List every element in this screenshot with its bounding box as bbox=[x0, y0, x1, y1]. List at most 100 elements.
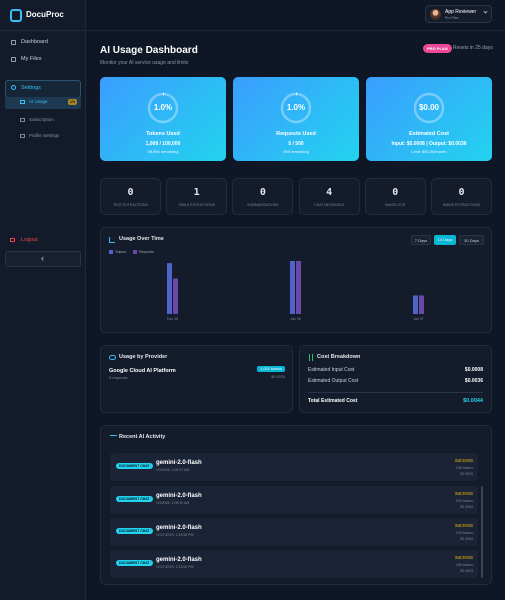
provider-requests: 5 requests bbox=[109, 375, 128, 380]
ring-label: 1.0% bbox=[287, 103, 305, 112]
range-button[interactable]: 14 Days bbox=[434, 235, 456, 245]
bar bbox=[419, 295, 424, 314]
x-tick-label: Jan 07 bbox=[413, 317, 424, 321]
sub-nav-item[interactable]: AI Usage bbox=[29, 99, 48, 104]
provider-title: Usage by Provider bbox=[119, 354, 168, 360]
stat-box: 1 TABLE EXTRACTIONS bbox=[166, 178, 228, 215]
stat-value: 4 bbox=[326, 187, 333, 198]
sub-icon bbox=[20, 118, 25, 122]
type-badge: DOCUMENT CHAT bbox=[116, 560, 153, 566]
collapse-button[interactable]: ‹ bbox=[5, 251, 81, 267]
bar bbox=[413, 295, 418, 314]
usage-card: 1.0% Requests Used 5 / 500 495 remaining bbox=[233, 77, 359, 161]
total-label: Total Estimated Cost bbox=[308, 398, 358, 404]
chart-title: Usage Over Time bbox=[119, 236, 164, 242]
settings-label[interactable]: Settings bbox=[21, 85, 41, 91]
scrollbar bbox=[481, 486, 483, 578]
activity-icon bbox=[107, 435, 118, 439]
nav-item[interactable]: Dashboard bbox=[21, 39, 48, 45]
cost-label: Estimated Input Cost bbox=[308, 367, 355, 373]
page-subtitle: Monitor your AI service usage and limits bbox=[100, 60, 189, 66]
card-note: Limit: $50.00/month bbox=[411, 149, 447, 154]
card-label: Requests Used bbox=[276, 131, 316, 137]
type-badge: DOCUMENT CHAT bbox=[116, 496, 153, 502]
chevron bbox=[483, 9, 488, 14]
logo-icon bbox=[10, 9, 22, 22]
time: 1/3/2026, 2:09:47 AM bbox=[156, 468, 190, 472]
legend-swatch bbox=[109, 250, 113, 254]
stat-label: TEXT EXTRACTIONS bbox=[113, 203, 148, 207]
stat-label: CHAT MESSAGES bbox=[314, 203, 344, 207]
stat-box: 0 SUMMARIZATIONS bbox=[232, 178, 294, 215]
nav-item[interactable]: My Files bbox=[21, 56, 42, 62]
ring-progress bbox=[280, 92, 312, 124]
sub-nav-item[interactable]: Profile Settings bbox=[29, 133, 60, 138]
card-detail: 5 / 500 bbox=[288, 141, 304, 147]
tokens: 229 tokens bbox=[455, 531, 473, 535]
range-button[interactable]: 7 Days bbox=[411, 235, 431, 245]
sub-icon bbox=[20, 134, 25, 138]
activity-row[interactable]: DOCUMENT CHAT gemini-2.0-flash 12/27/2025,… bbox=[110, 518, 478, 546]
provider-panel: Usage by Provider Google Cloud AI Platfor… bbox=[100, 345, 293, 413]
x-tick-label: Jan 06 bbox=[290, 317, 301, 321]
card-label: Tokens Used bbox=[146, 131, 180, 137]
type-badge: DOCUMENT CHAT bbox=[116, 528, 153, 534]
status: success bbox=[454, 555, 473, 561]
stat-value: 0 bbox=[392, 187, 399, 198]
stat-label: TABLE EXTRACTIONS bbox=[178, 203, 216, 207]
activity-row[interactable]: DOCUMENT CHAT gemini-2.0-flash 1/3/2026, 2… bbox=[110, 486, 478, 514]
settings-icon bbox=[11, 85, 16, 90]
card-note: 98,994 remaining bbox=[147, 149, 179, 154]
cost: $0.0004 bbox=[460, 537, 473, 541]
stat-box: 0 TEXT EXTRACTIONS bbox=[100, 178, 161, 215]
nav-icon bbox=[11, 40, 16, 45]
activity-row[interactable]: DOCUMENT CHAT gemini-2.0-flash 12/27/2025,… bbox=[110, 550, 478, 578]
total-value: $0.0044 bbox=[463, 398, 483, 404]
ring-label: 1.0% bbox=[154, 103, 172, 112]
model: gemini-2.0-flash bbox=[156, 557, 202, 563]
cost: $0.0003 bbox=[460, 472, 473, 476]
chart-icon bbox=[109, 237, 115, 243]
sub-nav-item[interactable]: Subscription bbox=[29, 117, 54, 122]
stat-label: IMAGE OCR bbox=[385, 203, 406, 207]
ring-label: $0.00 bbox=[419, 103, 440, 112]
user-chip[interactable]: App Reviewer Pro Plan bbox=[425, 5, 492, 23]
collapse-icon: ‹ bbox=[41, 253, 44, 263]
top-divider bbox=[86, 30, 505, 31]
cost-value: $0.0036 bbox=[464, 378, 483, 384]
bar bbox=[296, 261, 301, 314]
card-label: Estimated Cost bbox=[408, 131, 450, 137]
stat-box: 0 IMAGE EXTRACTIONS bbox=[431, 178, 492, 215]
usage-badge: 1% bbox=[68, 99, 78, 105]
graphic: 1.0% bbox=[147, 92, 179, 124]
legend-swatch bbox=[133, 250, 137, 254]
range-button[interactable]: 30 Days bbox=[459, 235, 484, 245]
chart-panel: Usage Over Time 7 Days 14 Days 30 Days Token… bbox=[100, 227, 492, 333]
stat-value: 0 bbox=[259, 187, 266, 198]
cost-panel: Cost Breakdown Estimated Input Cost $0.000… bbox=[299, 345, 492, 413]
cost-value: $0.0008 bbox=[464, 367, 483, 373]
stat-label: SUMMARIZATIONS bbox=[247, 203, 279, 207]
card-detail: 1,008 / 100,000 bbox=[145, 141, 181, 147]
ring-track bbox=[413, 92, 445, 124]
status: success bbox=[454, 523, 473, 529]
page-title: AI Usage Dashboard bbox=[100, 45, 198, 56]
model: gemini-2.0-flash bbox=[156, 460, 202, 466]
logout[interactable]: Logout bbox=[21, 237, 38, 243]
ring-progress bbox=[147, 92, 179, 124]
stat-label: IMAGE EXTRACTIONS bbox=[442, 203, 481, 207]
activity-panel: Recent AI Activity DOCUMENT CHAT gemini-2.… bbox=[100, 425, 492, 585]
x-tick-label: Dec 28 bbox=[167, 317, 178, 321]
legend-label: Requests bbox=[139, 250, 154, 254]
cost-icon-box bbox=[309, 354, 313, 361]
model: gemini-2.0-flash bbox=[156, 525, 202, 531]
sidebar: DocuProc Dashboard My Files Settings AI Usag… bbox=[0, 0, 86, 600]
status: success bbox=[454, 458, 473, 464]
activity-row[interactable]: DOCUMENT CHAT gemini-2.0-flash 1/3/2026, 2… bbox=[110, 453, 478, 481]
cost-divider bbox=[308, 392, 483, 393]
tokens: 180 tokens bbox=[455, 563, 473, 567]
usage-card: $0.00 Estimated Cost Input: $0.0008 | Outp… bbox=[366, 77, 492, 161]
stat-value: 1 bbox=[193, 187, 200, 198]
brand: DocuProc bbox=[26, 10, 64, 19]
